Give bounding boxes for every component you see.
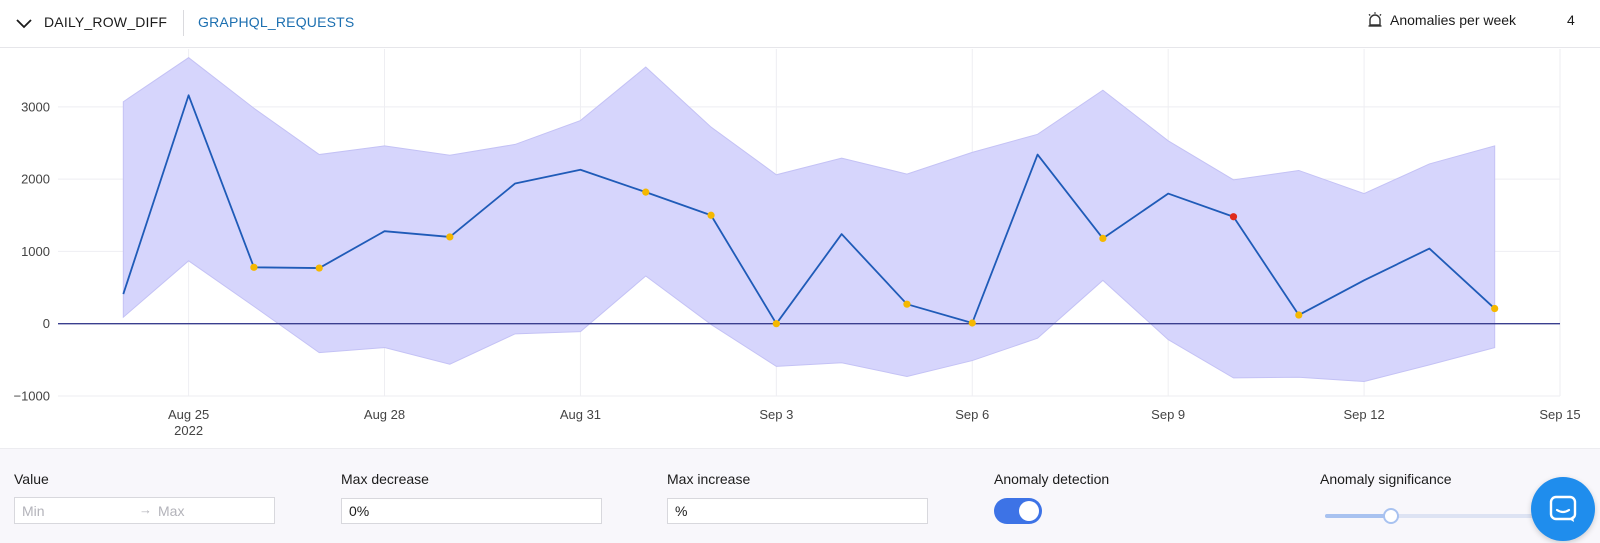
anomalies-per-week-count: 4 — [1567, 12, 1575, 28]
y-tick-label: 1000 — [21, 244, 50, 259]
expected-range-area — [122, 57, 1496, 383]
anomaly-detection-toggle[interactable] — [994, 498, 1042, 524]
metric-header: DAILY_ROW_DIFF GRAPHQL_REQUESTS Anomalie… — [0, 0, 1600, 48]
chevron-down-icon[interactable] — [14, 14, 34, 34]
max-decrease-input[interactable]: 0% — [341, 498, 602, 524]
y-tick-label: −1000 — [13, 389, 50, 404]
value-range-input[interactable]: Min → Max — [14, 497, 275, 524]
anomaly-point — [707, 211, 715, 219]
anomaly-point — [1099, 234, 1107, 243]
anomaly-point — [315, 264, 323, 272]
value-line — [122, 94, 1496, 325]
anomaly-point — [903, 300, 911, 308]
alarm-icon — [1368, 12, 1382, 27]
value-series-line — [122, 94, 1496, 325]
y-tick-label: 3000 — [21, 99, 50, 114]
metric-name: DAILY_ROW_DIFF — [44, 14, 168, 30]
y-axis-ticks: 3000 2000 1000 0 −1000 — [13, 99, 50, 403]
expected-range-band — [122, 57, 1496, 383]
x-tick-label: Aug 31 — [560, 407, 601, 422]
slider-fill — [1325, 514, 1391, 518]
header-divider — [183, 10, 184, 36]
anomaly-significance-slider[interactable] — [1325, 508, 1545, 524]
x-tick-label: Sep 12 — [1343, 407, 1384, 422]
controls-panel: Value Min → Max Max decrease 0% Max incr… — [0, 448, 1600, 543]
min-input[interactable]: Min — [22, 503, 45, 519]
x-tick-label: Sep 6 — [955, 407, 989, 422]
max-decrease-label: Max decrease — [341, 471, 429, 487]
critical-anomaly-point — [1229, 213, 1238, 221]
anomaly-point — [1295, 311, 1303, 319]
max-increase-input[interactable]: % — [667, 498, 928, 524]
anomaly-point — [446, 233, 454, 241]
table-name-link[interactable]: GRAPHQL_REQUESTS — [198, 14, 355, 30]
x-tick-label: Sep 15 — [1539, 407, 1580, 422]
max-input[interactable]: Max — [158, 503, 185, 519]
anomaly-points — [250, 188, 1499, 328]
anomalies-per-week-label: Anomalies per week — [1390, 12, 1517, 28]
x-tick-sublabel: 2022 — [174, 423, 203, 438]
y-tick-label: 0 — [43, 316, 50, 331]
value-label: Value — [14, 471, 49, 487]
chat-icon — [1549, 495, 1577, 522]
anomaly-detection-label: Anomaly detection — [994, 471, 1110, 487]
max-increase-label: Max increase — [667, 471, 751, 487]
toggle-knob — [1019, 501, 1039, 521]
anomaly-significance-label: Anomaly significance — [1320, 471, 1452, 487]
anomaly-point — [772, 320, 780, 328]
anomaly-point — [1491, 304, 1499, 313]
x-tick-label: Aug 28 — [364, 407, 405, 422]
anomaly-point — [250, 263, 258, 271]
range-arrow-icon: → — [139, 502, 152, 517]
chat-button[interactable] — [1531, 477, 1595, 541]
anomaly-point — [968, 319, 976, 327]
y-tick-label: 2000 — [21, 172, 50, 187]
slider-thumb[interactable] — [1383, 508, 1399, 524]
x-tick-label: Sep 9 — [1151, 407, 1185, 422]
anomaly-point — [642, 188, 650, 196]
x-tick-label: Sep 3 — [759, 407, 793, 422]
x-tick-label: Aug 25 — [168, 407, 209, 422]
